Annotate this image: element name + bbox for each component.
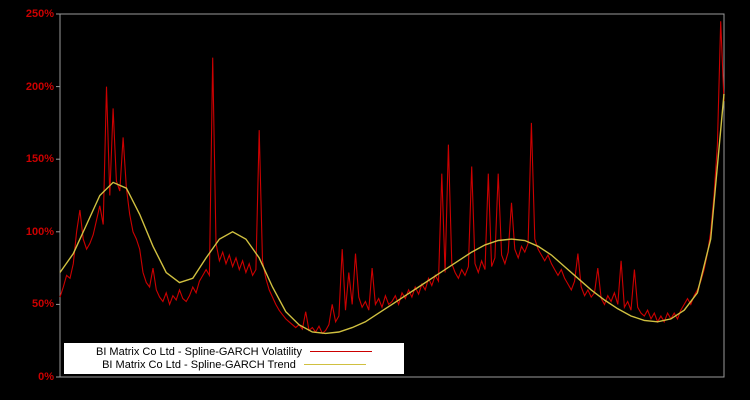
y-axis-tick-label: 0% bbox=[38, 371, 54, 383]
y-axis-tick-label: 250% bbox=[25, 8, 54, 20]
volatility-line bbox=[59, 21, 725, 335]
trend-line bbox=[59, 93, 725, 335]
plot-frame bbox=[59, 13, 725, 378]
legend-line-sample-volatility bbox=[310, 351, 372, 352]
legend-row-volatility: BI Matrix Co Ltd - Spline-GARCH Volatili… bbox=[70, 345, 398, 358]
legend-line-sample-trend bbox=[303, 364, 366, 365]
y-axis-tick-label: 200% bbox=[25, 81, 54, 93]
legend-label-volatility: BI Matrix Co Ltd - Spline-GARCH Volatili… bbox=[95, 345, 302, 358]
y-axis-tick-marks bbox=[56, 13, 60, 378]
legend: BI Matrix Co Ltd - Spline-GARCH Volatili… bbox=[64, 343, 404, 374]
y-axis-tick-label: 50% bbox=[31, 298, 54, 310]
y-axis-tick-label: 100% bbox=[25, 226, 54, 238]
legend-label-trend: BI Matrix Co Ltd - Spline-GARCH Trend bbox=[102, 358, 296, 371]
y-axis-tick-label: 150% bbox=[25, 153, 54, 165]
legend-row-trend: BI Matrix Co Ltd - Spline-GARCH Trend bbox=[70, 358, 398, 371]
